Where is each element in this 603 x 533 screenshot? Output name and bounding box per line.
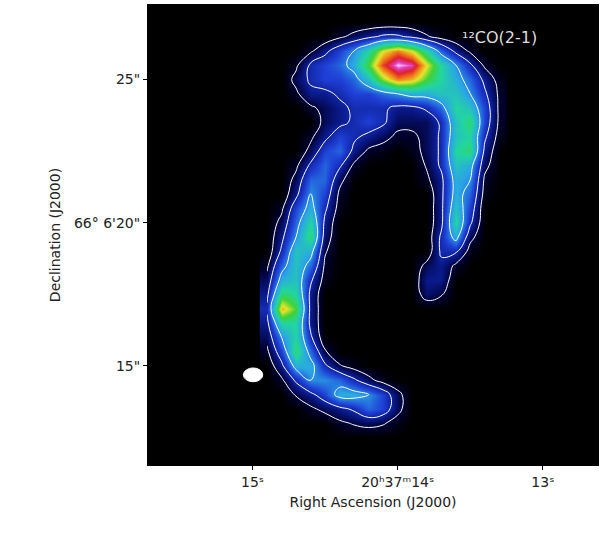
svg-text:15": 15" (116, 358, 140, 374)
svg-text:15ˢ: 15ˢ (241, 474, 264, 490)
svg-text:¹²CO(2-1): ¹²CO(2-1) (462, 28, 537, 47)
svg-text:66° 6'20": 66° 6'20" (74, 215, 140, 231)
svg-text:13ˢ: 13ˢ (531, 474, 554, 490)
svg-text:20ʰ37ᵐ14ˢ: 20ʰ37ᵐ14ˢ (361, 474, 434, 490)
svg-text:Declination (J2000): Declination (J2000) (47, 168, 63, 302)
svg-text:25": 25" (116, 71, 140, 87)
svg-text:Right Ascension (J2000): Right Ascension (J2000) (289, 494, 456, 510)
